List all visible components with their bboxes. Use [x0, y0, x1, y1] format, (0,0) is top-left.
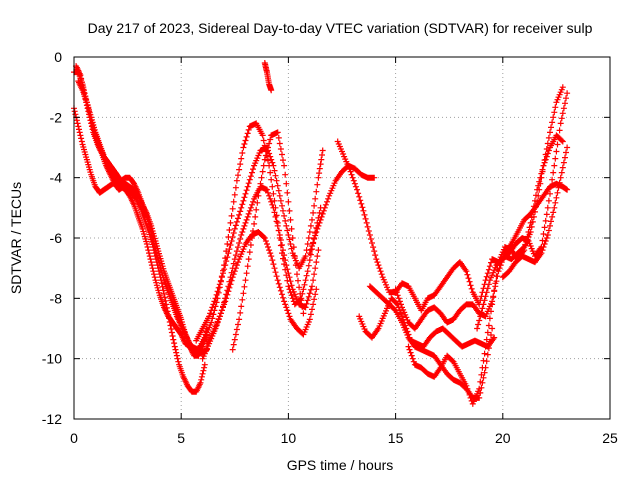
x-tick-label: 5: [177, 430, 185, 446]
y-tick-label: 0: [54, 49, 62, 65]
axis-ticks: 0 5 10 15 20 25 0 -2 -4 -6 -8 -10 -12: [42, 49, 618, 446]
data-point-markers: [71, 105, 210, 356]
data-point-markers: [75, 78, 210, 359]
data-point-markers: [356, 295, 498, 350]
data-point-markers: [334, 84, 566, 314]
x-tick-label: 15: [388, 430, 404, 446]
series-arc-13: [356, 295, 498, 350]
y-axis-label: SDTVAR / TECUs: [8, 182, 24, 294]
x-tick-label: 0: [70, 430, 78, 446]
chart-title: Day 217 of 2023, Sidereal Day-to-day VTE…: [88, 20, 593, 36]
series-arc-2: [71, 69, 210, 353]
x-tick-label: 25: [602, 430, 618, 446]
series-arc-14: [366, 283, 496, 401]
series-arc-9: [229, 129, 307, 353]
y-tick-label: -6: [50, 230, 63, 246]
series-arc-12: [334, 84, 566, 314]
data-point-markers: [306, 162, 378, 257]
y-tick-label: -4: [50, 170, 63, 186]
data-point-markers: [261, 60, 275, 94]
data-marks: [71, 60, 571, 407]
data-point-markers: [203, 229, 320, 347]
x-axis-label: GPS time / hours: [287, 457, 394, 473]
series-arc-4: [75, 78, 210, 359]
series-arc-8: [203, 229, 320, 347]
series-arc-17: [474, 90, 571, 332]
series-arc-1: [71, 105, 210, 356]
x-tick-label: 10: [281, 430, 297, 446]
data-point-markers: [229, 129, 307, 353]
series-arc-11: [306, 162, 378, 257]
y-tick-label: -2: [50, 109, 63, 125]
data-point-markers: [499, 144, 571, 281]
y-tick-label: -12: [42, 411, 62, 427]
data-point-markers: [474, 90, 571, 332]
series-arc-18: [499, 144, 571, 281]
series-arc-10: [261, 60, 275, 94]
y-tick-label: -8: [50, 290, 63, 306]
data-point-markers: [71, 69, 210, 353]
data-point-markers: [366, 283, 496, 401]
x-tick-label: 20: [495, 430, 511, 446]
y-tick-label: -10: [42, 351, 62, 367]
